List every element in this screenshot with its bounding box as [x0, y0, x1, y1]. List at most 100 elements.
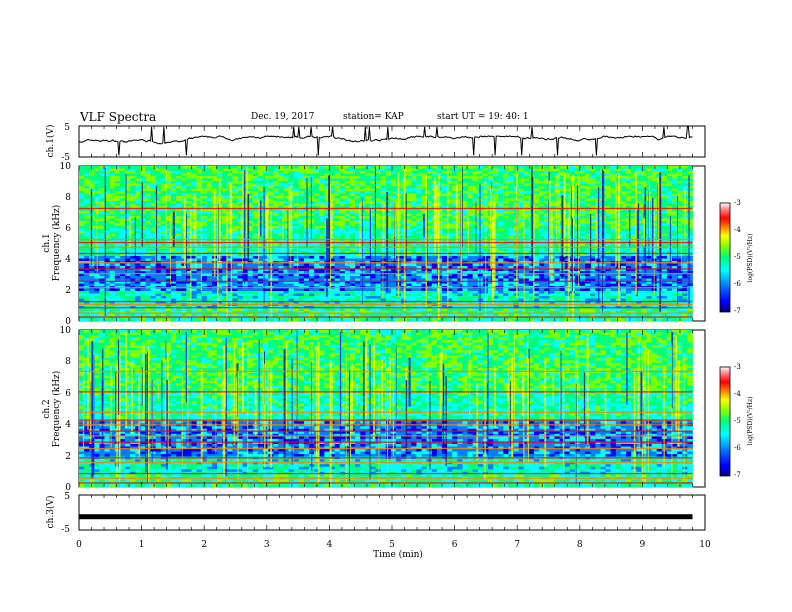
spectrogram-cell — [452, 263, 458, 267]
spectrogram-cell — [370, 166, 376, 169]
spectrogram-cell — [298, 211, 305, 214]
spectrogram-cell — [84, 198, 90, 202]
spectrogram-cell — [390, 191, 397, 194]
spectrogram-cell — [222, 253, 228, 257]
spectrogram-cell — [222, 213, 228, 217]
spectrogram-cell — [119, 253, 126, 257]
spectrogram-cell — [222, 181, 228, 184]
spectrogram-cell — [436, 166, 443, 169]
spectrogram-cell — [222, 198, 228, 202]
spectrogram-cell — [631, 206, 637, 209]
spectrogram-cell — [344, 236, 351, 239]
spectrogram-cell — [114, 201, 121, 204]
spectrogram-cell — [574, 183, 581, 187]
spectrogram-cell — [314, 188, 320, 192]
spectrogram-cell — [441, 191, 448, 194]
spectrogram-cell — [298, 188, 305, 192]
spectrogram-cell — [452, 193, 458, 197]
spectrogram-cell — [237, 188, 243, 192]
spectrogram-cell — [293, 226, 300, 229]
spectrogram-cell — [257, 193, 264, 197]
spectrogram-cell — [375, 193, 382, 197]
spectrogram-cell — [150, 253, 157, 257]
spectrogram-cell — [89, 176, 95, 179]
spectrogram-cell — [687, 206, 693, 209]
spectrogram-cell — [375, 188, 382, 192]
spectrogram-cell — [232, 228, 238, 232]
spectrogram-cell — [411, 233, 417, 237]
spectrogram-cell — [324, 203, 330, 207]
spectrogram-cell — [339, 206, 346, 209]
spectrogram-cell — [339, 251, 346, 254]
spectrogram-cell — [605, 213, 612, 217]
spectrogram-cell — [247, 178, 254, 182]
spectrogram-cell — [309, 226, 315, 229]
spectrogram-cell — [385, 193, 392, 197]
spectrogram-cell — [155, 193, 162, 197]
spectrogram-cell — [155, 173, 162, 177]
spectrogram-cell — [436, 181, 443, 184]
spectrogram-cell — [503, 228, 509, 232]
spectrogram-cell — [283, 171, 289, 174]
spectrogram-cell — [472, 223, 479, 227]
spectrogram-cell — [150, 228, 157, 232]
spectrogram-cell — [559, 176, 566, 179]
spectrogram-cell — [99, 253, 105, 257]
spectrogram-cell — [247, 248, 254, 252]
spectrogram-cell — [196, 188, 203, 192]
spectrogram-cell — [84, 263, 90, 267]
spectrogram-cell — [467, 223, 474, 227]
spectrogram-cell — [125, 221, 131, 224]
spectrogram-cell — [539, 248, 545, 252]
spectrogram-cell — [84, 188, 90, 192]
spectrogram-cell — [585, 176, 591, 179]
spectrogram-cell — [447, 258, 453, 262]
spectrogram-cell — [94, 191, 100, 194]
spectrogram-cell — [585, 201, 591, 204]
spectrogram-cell — [355, 258, 361, 262]
spectrogram-cell — [360, 183, 366, 187]
spectrogram-cell — [176, 258, 182, 262]
spectrogram-cell — [534, 203, 540, 207]
spectrogram-cell — [493, 266, 499, 269]
spectrogram-cell — [237, 251, 243, 254]
spectrogram-cell — [406, 231, 412, 234]
spectrogram-cell — [303, 176, 310, 179]
spectrogram-cell — [508, 226, 514, 229]
spectrogram-cell — [385, 208, 392, 212]
spectrogram-cell — [201, 221, 208, 224]
spectrogram-cell — [503, 213, 509, 217]
spectrogram-cell — [263, 181, 269, 184]
spectrogram-cell — [314, 208, 320, 212]
spectrogram-cell — [539, 231, 545, 234]
spectrogram-cell — [503, 253, 509, 257]
spectrogram-cell — [114, 221, 121, 224]
spectrogram-cell — [176, 188, 182, 192]
spectrogram-cell — [114, 171, 121, 174]
spectrogram-cell — [416, 221, 422, 224]
spectrogram-cell — [508, 263, 514, 267]
spectrogram-cell — [508, 203, 514, 207]
spectrogram-cell — [119, 181, 126, 184]
spectrogram-cell — [334, 221, 341, 224]
spectrogram-cell — [385, 256, 392, 259]
spectrogram-cell — [94, 178, 100, 182]
spectrogram-cell — [283, 256, 289, 259]
spectrogram-cell — [365, 173, 371, 177]
spectrogram-cell — [125, 233, 131, 237]
spectrogram-cell — [518, 218, 525, 222]
spectrogram-cell — [355, 208, 361, 212]
spectrogram-cell — [257, 196, 264, 199]
spectrogram-cell — [467, 228, 474, 232]
spectrogram-cell — [549, 196, 555, 199]
spectrogram-cell — [196, 236, 203, 239]
spectrogram-cell — [140, 228, 146, 232]
spectrogram-cell — [257, 266, 264, 269]
spectrogram-cell — [206, 213, 213, 217]
spectrogram-cell — [252, 251, 259, 254]
spectrogram-cell — [503, 223, 509, 227]
spectrogram-cell — [580, 216, 586, 219]
spectrogram-cell — [344, 216, 351, 219]
spectrogram-cell — [508, 228, 514, 232]
spectrogram-cell — [349, 243, 356, 247]
